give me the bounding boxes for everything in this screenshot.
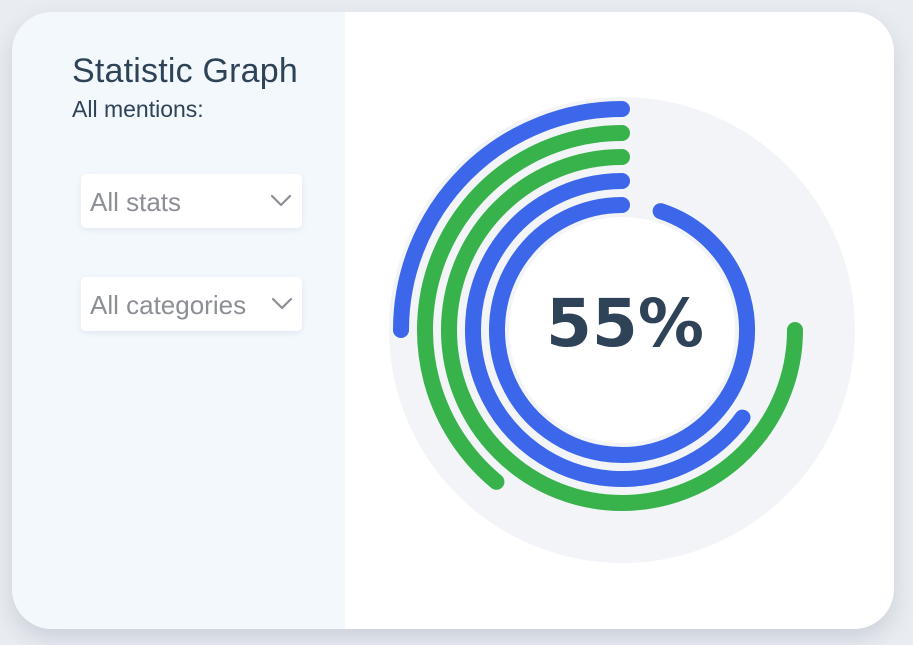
- ring-arc-2: [417, 125, 630, 490]
- chevron-down-icon: [270, 194, 292, 207]
- radial-chart: 55%: [345, 12, 894, 629]
- ring-arc-1: [393, 101, 630, 338]
- statistic-card: Statistic Graph All mentions: All stats …: [12, 12, 894, 629]
- ring-arc-3: [441, 149, 803, 511]
- stats-dropdown[interactable]: All stats: [81, 174, 302, 228]
- categories-dropdown-label: All categories: [90, 290, 247, 320]
- chevron-down-icon: [271, 297, 293, 310]
- ring-arc-5: [489, 197, 755, 463]
- center-percentage: 55%: [546, 285, 704, 362]
- radial-bar-chart: [389, 97, 855, 563]
- subtitle: All mentions:: [72, 96, 204, 122]
- categories-dropdown[interactable]: All categories: [81, 277, 302, 331]
- stats-dropdown-label: All stats: [90, 187, 182, 217]
- page-title: Statistic Graph: [72, 52, 298, 90]
- sidebar: Statistic Graph All mentions: All stats …: [12, 12, 345, 629]
- ring-arc-4: [465, 173, 751, 487]
